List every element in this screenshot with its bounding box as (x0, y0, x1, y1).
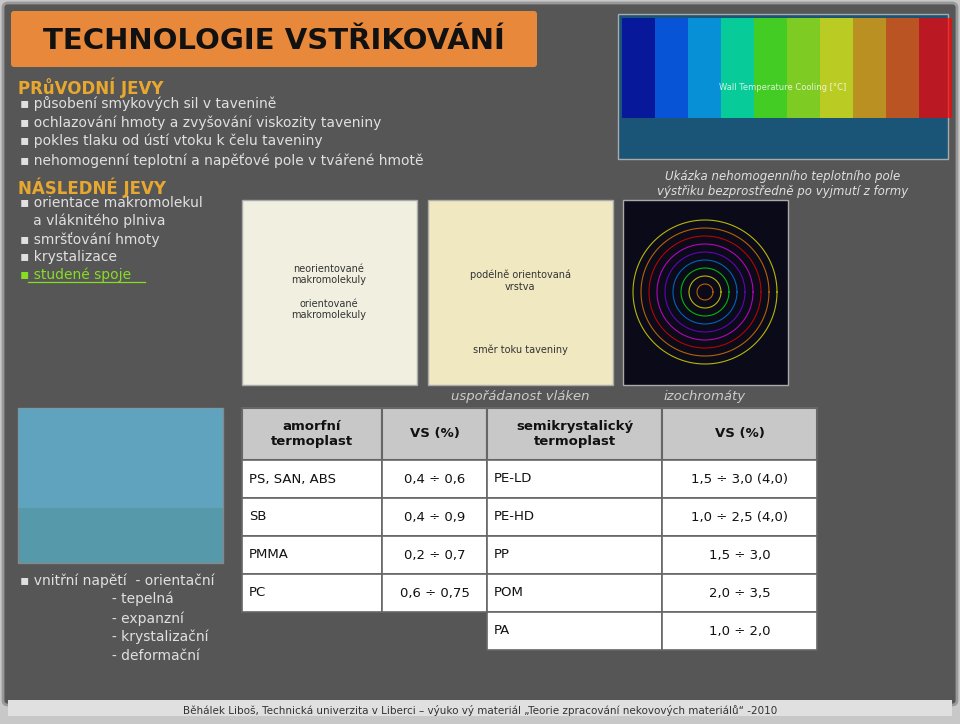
Bar (487, 408, 662, 460)
Text: 0,2 ÷ 0,7: 0,2 ÷ 0,7 (404, 549, 466, 562)
Bar (623, 200, 788, 385)
Bar (622, 18, 655, 118)
Bar (487, 498, 662, 536)
Bar (382, 408, 487, 460)
FancyBboxPatch shape (11, 11, 537, 67)
Bar (487, 574, 662, 612)
Text: a vláknitého plniva: a vláknitého plniva (20, 214, 165, 229)
Text: PS, SAN, ABS: PS, SAN, ABS (249, 473, 336, 486)
Text: NÁSLEDNÉ JEVY: NÁSLEDNÉ JEVY (18, 178, 166, 198)
Bar (853, 18, 886, 118)
Bar (662, 536, 817, 574)
Text: uspořádanost vláken: uspořádanost vláken (451, 390, 589, 403)
Text: 0,6 ÷ 0,75: 0,6 ÷ 0,75 (399, 586, 469, 599)
Bar (242, 536, 382, 574)
Bar (18, 408, 223, 508)
Text: 2,0 ÷ 3,5: 2,0 ÷ 3,5 (708, 586, 770, 599)
Text: ▪ působení smykových sil v tavenině: ▪ působení smykových sil v tavenině (20, 96, 276, 111)
Bar (8, 700, 952, 716)
Text: ▪ nehomogenní teplotní a napěťové pole v tvářené hmotě: ▪ nehomogenní teplotní a napěťové pole v… (20, 153, 423, 168)
Text: semikrystalický
termoplast: semikrystalický termoplast (516, 420, 633, 448)
Text: 1,0 ÷ 2,0: 1,0 ÷ 2,0 (708, 625, 770, 638)
Text: ▪ vnitřní napětí  - orientační: ▪ vnitřní napětí - orientační (20, 573, 214, 587)
Bar (820, 18, 853, 118)
Text: směr toku taveniny: směr toku taveniny (472, 345, 567, 355)
Text: - krystalizační: - krystalizační (20, 630, 208, 644)
Bar (242, 408, 382, 460)
Text: PMMA: PMMA (249, 549, 289, 562)
Text: VS (%): VS (%) (714, 427, 764, 440)
Bar (242, 460, 382, 498)
Bar (487, 612, 662, 650)
Bar (721, 18, 754, 118)
Bar (428, 200, 613, 385)
Text: amorfní
termoplast: amorfní termoplast (271, 420, 353, 448)
Text: ▪ smršťování hmoty: ▪ smršťování hmoty (20, 232, 159, 247)
Text: 0,4 ÷ 0,6: 0,4 ÷ 0,6 (404, 473, 466, 486)
Bar (382, 460, 487, 498)
Bar (919, 18, 952, 118)
Text: POM: POM (494, 586, 524, 599)
Bar (382, 498, 487, 536)
Bar (754, 18, 787, 118)
Text: TECHNOLOGIE VSTŘIKOVÁNÍ: TECHNOLOGIE VSTŘIKOVÁNÍ (43, 27, 505, 55)
Bar (382, 574, 487, 612)
Bar (487, 460, 662, 498)
Text: 1,0 ÷ 2,5 (4,0): 1,0 ÷ 2,5 (4,0) (691, 510, 788, 523)
Bar (662, 460, 817, 498)
Text: - expanzní: - expanzní (20, 611, 184, 626)
Bar (886, 18, 919, 118)
Bar (662, 408, 817, 460)
Bar (655, 18, 688, 118)
Text: ▪ studené spoje: ▪ studené spoje (20, 268, 132, 282)
Text: 1,5 ÷ 3,0: 1,5 ÷ 3,0 (708, 549, 770, 562)
Bar (787, 18, 820, 118)
Text: 0,4 ÷ 0,9: 0,4 ÷ 0,9 (404, 510, 466, 523)
Bar (618, 14, 948, 159)
Text: izochromáty: izochromáty (664, 390, 746, 403)
Text: PC: PC (249, 586, 266, 599)
Text: - deformační: - deformační (20, 649, 200, 663)
Bar (242, 498, 382, 536)
Bar (662, 612, 817, 650)
Bar (18, 408, 223, 563)
Text: SB: SB (249, 510, 267, 523)
Text: PA: PA (494, 625, 511, 638)
Text: Běhálek Liboš, Technická univerzita v Liberci – výuko vý materiál „Teorie zpraco: Běhálek Liboš, Technická univerzita v Li… (182, 704, 778, 715)
Text: ▪ pokles tlaku od ústí vtoku k čelu taveniny: ▪ pokles tlaku od ústí vtoku k čelu tave… (20, 134, 323, 148)
Text: ▪ ochlazování hmoty a zvyšování viskozity taveniny: ▪ ochlazování hmoty a zvyšování viskozit… (20, 115, 381, 130)
Text: neorientované
makromolekuly

orientované
makromolekuly: neorientované makromolekuly orientované … (292, 264, 367, 320)
Text: PP: PP (494, 549, 510, 562)
FancyBboxPatch shape (3, 3, 957, 705)
Text: Wall Temperature Cooling [°C]: Wall Temperature Cooling [°C] (719, 83, 847, 93)
Text: PRůVODNÍ JEVY: PRůVODNÍ JEVY (18, 78, 163, 98)
Bar (487, 536, 662, 574)
Text: 1,5 ÷ 3,0 (4,0): 1,5 ÷ 3,0 (4,0) (691, 473, 788, 486)
Text: PE-LD: PE-LD (494, 473, 533, 486)
Bar (688, 18, 721, 118)
Bar (662, 498, 817, 536)
Text: - tepelná: - tepelná (20, 592, 174, 607)
Bar (242, 574, 382, 612)
Bar (242, 200, 417, 385)
Text: VS (%): VS (%) (410, 427, 460, 440)
Bar (382, 536, 487, 574)
Text: ▪ krystalizace: ▪ krystalizace (20, 250, 117, 264)
Text: podélně orientovaná
vrstva: podélně orientovaná vrstva (469, 270, 570, 292)
Text: PE-HD: PE-HD (494, 510, 535, 523)
Bar (662, 574, 817, 612)
Text: Ukázka nehomogenního teplotního pole
výstřiku bezprostředně po vyjmutí z formy: Ukázka nehomogenního teplotního pole výs… (658, 170, 908, 198)
Text: ▪ orientace makromolekul: ▪ orientace makromolekul (20, 196, 203, 210)
